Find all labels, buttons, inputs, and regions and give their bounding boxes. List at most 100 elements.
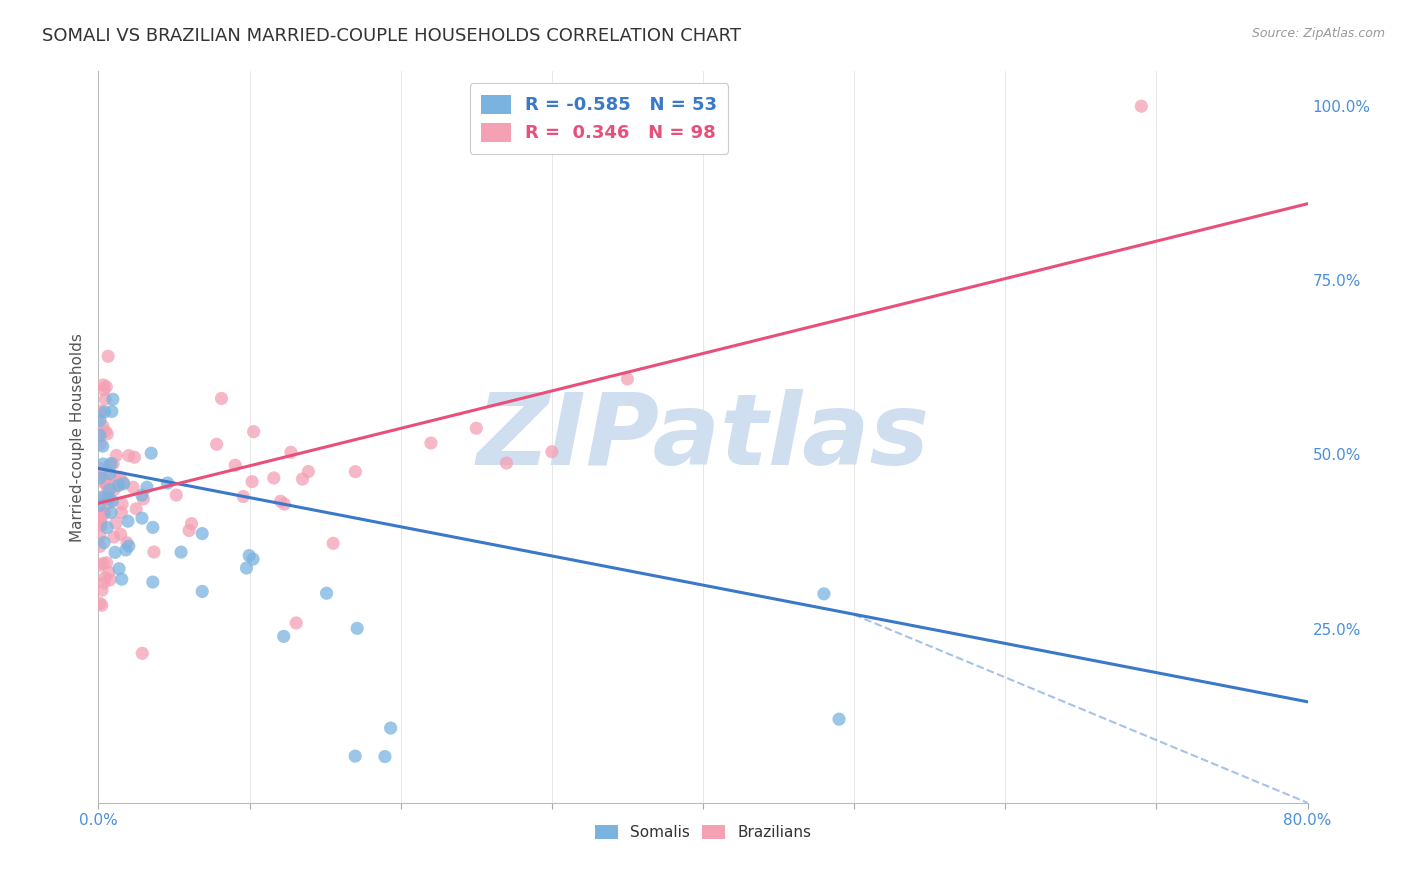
Point: [90, 490, 112, 504]
Point: [89, 493, 111, 508]
Point: [344, 749, 367, 764]
Point: [89, 514, 111, 528]
Point: [115, 535, 138, 549]
Point: [97, 491, 120, 505]
Point: [98, 483, 121, 497]
Point: [235, 561, 257, 575]
Point: [263, 471, 285, 485]
Point: [91, 419, 114, 434]
Point: [101, 392, 124, 407]
Point: [89, 437, 111, 451]
Point: [90, 518, 112, 533]
Point: [97, 483, 120, 497]
Point: [89, 428, 111, 442]
Point: [270, 494, 292, 508]
Point: [90, 599, 112, 613]
Point: [380, 721, 402, 735]
Point: [111, 572, 134, 586]
Point: [117, 514, 139, 528]
Point: [96, 477, 118, 491]
Point: [89, 539, 111, 553]
Point: [110, 527, 132, 541]
Point: [242, 552, 264, 566]
Point: [96, 380, 118, 394]
Point: [141, 446, 163, 460]
Point: [97, 566, 120, 580]
Point: [103, 530, 125, 544]
Point: [89, 558, 111, 573]
Point: [132, 491, 155, 506]
Point: [93, 535, 115, 549]
Point: [205, 437, 228, 451]
Point: [142, 520, 165, 534]
Point: [125, 501, 148, 516]
Point: [89, 498, 111, 512]
Point: [96, 556, 118, 570]
Point: [291, 472, 314, 486]
Point: [89, 426, 111, 441]
Text: ZIPatlas: ZIPatlas: [477, 389, 929, 485]
Point: [96, 520, 118, 534]
Point: [322, 536, 344, 550]
Point: [89, 529, 111, 543]
Point: [98, 496, 121, 510]
Point: [107, 478, 129, 492]
Legend: Somalis, Brazilians: Somalis, Brazilians: [589, 819, 817, 847]
Point: [93, 576, 115, 591]
Point: [108, 470, 131, 484]
Point: [93, 506, 115, 520]
Point: [280, 445, 302, 459]
Point: [224, 458, 246, 473]
Point: [115, 543, 138, 558]
Point: [346, 621, 368, 635]
Point: [94, 425, 117, 439]
Point: [93, 383, 115, 397]
Point: [344, 465, 367, 479]
Point: [273, 497, 295, 511]
Point: [136, 480, 159, 494]
Point: [112, 475, 135, 490]
Point: [813, 587, 835, 601]
Point: [1130, 99, 1153, 113]
Point: [107, 478, 129, 492]
Point: [122, 480, 145, 494]
Point: [211, 392, 233, 406]
Point: [91, 583, 114, 598]
Point: [100, 457, 122, 471]
Point: [112, 476, 135, 491]
Point: [131, 488, 153, 502]
Point: [315, 586, 337, 600]
Point: [90, 510, 112, 524]
Point: [91, 557, 114, 571]
Point: [104, 516, 127, 530]
Point: [124, 450, 146, 465]
Point: [90, 516, 112, 531]
Point: [89, 413, 111, 427]
Y-axis label: Married-couple Households: Married-couple Households: [69, 333, 84, 541]
Point: [828, 712, 851, 726]
Point: [118, 539, 141, 553]
Point: [91, 439, 114, 453]
Point: [89, 596, 111, 610]
Point: [105, 449, 128, 463]
Point: [142, 575, 165, 590]
Point: [91, 457, 114, 471]
Point: [420, 436, 443, 450]
Point: [91, 475, 114, 489]
Point: [96, 477, 118, 491]
Point: [100, 506, 122, 520]
Point: [108, 562, 131, 576]
Point: [374, 749, 396, 764]
Point: [191, 584, 214, 599]
Point: [616, 372, 638, 386]
Point: [495, 456, 517, 470]
Point: [94, 392, 117, 407]
Point: [465, 421, 488, 435]
Point: [110, 506, 132, 520]
Point: [93, 506, 115, 520]
Point: [180, 516, 202, 531]
Point: [97, 349, 120, 363]
Point: [93, 405, 115, 419]
Point: [238, 549, 260, 563]
Point: [297, 465, 319, 479]
